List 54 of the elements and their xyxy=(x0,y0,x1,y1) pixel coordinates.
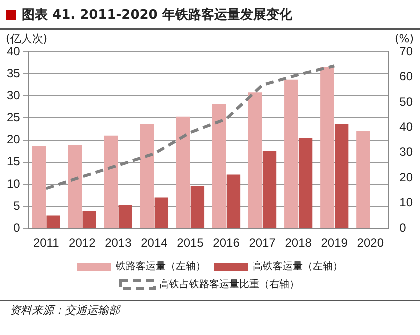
y2-tick-label: 20 xyxy=(400,170,414,184)
bar xyxy=(226,174,241,228)
y-tick-label: 5 xyxy=(14,198,21,213)
bar xyxy=(104,136,118,228)
bar xyxy=(356,131,370,228)
bar xyxy=(140,124,154,228)
y2-tick-label: 10 xyxy=(400,196,414,210)
y-tick-label: 35 xyxy=(6,66,21,80)
text: 资料来源：交通运输部 xyxy=(0,300,420,320)
bar xyxy=(68,145,82,228)
bar xyxy=(190,186,205,228)
x-tick-label: 2019 xyxy=(321,236,348,250)
y-tick-label: 15 xyxy=(6,154,21,169)
y2-tick-label: 50 xyxy=(400,94,414,109)
y2-tick-label: 60 xyxy=(400,70,414,84)
y2-tick-label: 70 xyxy=(400,44,414,58)
x-tick-label: 2016 xyxy=(213,236,240,250)
y-tick-label: 30 xyxy=(6,88,21,102)
bar xyxy=(46,216,60,228)
bar xyxy=(32,146,46,228)
legend-label: 铁路客运量（左轴） xyxy=(115,260,206,273)
bar xyxy=(334,124,349,228)
y-axis-title: (亿人次) xyxy=(6,32,48,46)
bar xyxy=(284,80,298,228)
bar xyxy=(248,92,262,228)
y2-axis-title: (%) xyxy=(394,32,414,46)
y2-tick-label: 0 xyxy=(400,220,407,235)
x-tick-label: 2017 xyxy=(249,236,276,250)
y2-tick-label: 40 xyxy=(400,120,414,134)
legend-label: 高铁占铁路客运量比重（右轴） xyxy=(160,278,300,291)
bar xyxy=(320,67,334,228)
bar xyxy=(262,151,277,228)
line-series xyxy=(44,64,336,190)
y-tick-label: 10 xyxy=(6,176,21,191)
bar xyxy=(298,138,313,228)
bar xyxy=(176,116,190,228)
y-tick-label: 0 xyxy=(14,220,21,235)
y2-tick-label: 30 xyxy=(400,145,414,160)
y-tick-label: 25 xyxy=(6,110,21,125)
y-tick-label: 20 xyxy=(6,132,21,147)
x-tick-label: 2020 xyxy=(357,236,384,250)
x-tick-label: 2012 xyxy=(69,236,96,250)
x-tick-label: 2015 xyxy=(177,236,204,250)
bar xyxy=(212,104,226,228)
y-tick-label: 40 xyxy=(6,44,21,58)
bar xyxy=(118,205,132,228)
legend-label: 高铁客运量（左轴） xyxy=(253,260,343,273)
x-tick-label: 2018 xyxy=(285,236,312,250)
x-tick-label: 2011 xyxy=(33,236,60,250)
chart-title: 图表 41. 2011-2020 年铁路客运量发展变化 xyxy=(22,6,292,24)
x-tick-label: 2013 xyxy=(105,236,132,250)
bar xyxy=(154,198,169,228)
bar xyxy=(82,211,96,228)
x-tick-label: 2014 xyxy=(141,236,168,250)
